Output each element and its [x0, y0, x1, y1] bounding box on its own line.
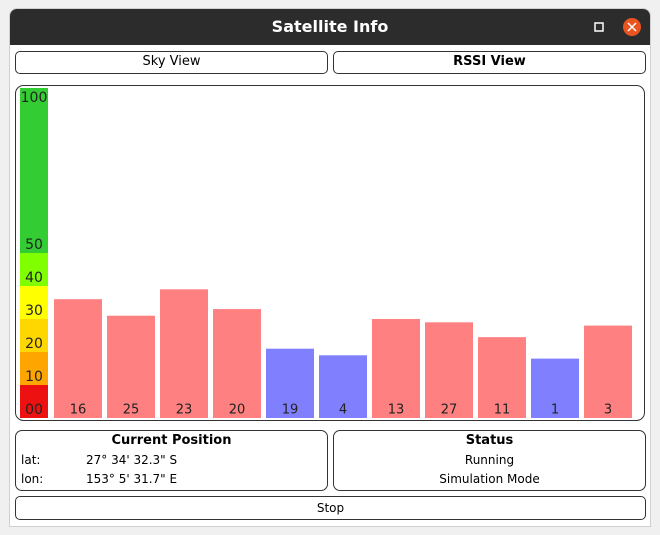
scale-band [20, 319, 48, 352]
scale-band [20, 253, 48, 286]
lon-label: lon: [21, 472, 44, 486]
bar-label: 25 [123, 403, 140, 418]
y-tick-label: 100 [21, 90, 48, 106]
bar-label: 4 [339, 403, 347, 418]
y-tick-label: 00 [25, 402, 43, 418]
bar [107, 315, 155, 418]
maximize[interactable] [594, 22, 604, 32]
bar-label: 19 [282, 403, 299, 418]
bar-label: 3 [604, 403, 612, 418]
scale-band [20, 88, 48, 253]
status-panel: Status Running Simulation Mode [333, 430, 646, 491]
bar [425, 322, 473, 418]
bar-label: 27 [441, 403, 458, 418]
status-title: Status [465, 433, 514, 448]
status-line: Simulation Mode [439, 472, 540, 486]
scale-band [20, 286, 48, 319]
bar [160, 289, 208, 418]
position-panel: Current Position lat: 27° 34' 32.3" S lo… [15, 430, 328, 491]
y-tick-label: 30 [25, 303, 43, 319]
bar [54, 299, 102, 418]
lon-value: 153° 5' 31.7" E [86, 472, 178, 486]
rssi-view-tab[interactable]: RSSI View [333, 51, 646, 74]
bar [478, 337, 526, 418]
bar [266, 348, 314, 418]
scale-band [20, 385, 48, 418]
y-tick-label: 40 [25, 270, 43, 286]
window-controls [594, 18, 641, 36]
lat-label: lat: [21, 453, 41, 467]
bar [531, 358, 579, 418]
bar-label: 13 [388, 403, 405, 418]
bar [319, 355, 367, 418]
sky-view-tab[interactable]: Sky View [15, 51, 328, 74]
bar [372, 319, 420, 418]
y-tick-label: 20 [25, 336, 43, 352]
y-tick-label: 50 [25, 237, 43, 253]
bar [213, 309, 261, 418]
bar [584, 325, 632, 418]
lat-value: 27° 34' 32.3" S [86, 453, 178, 467]
bar-label: 11 [494, 403, 511, 418]
bar-label: 1 [551, 403, 559, 418]
position-title: Current Position [111, 433, 232, 448]
title-bar: Satellite Info [10, 9, 650, 45]
bar-label: 20 [229, 403, 246, 418]
status-line: Running [464, 453, 515, 467]
bar-label: 23 [176, 403, 193, 418]
stop-button[interactable]: Stop [15, 496, 646, 520]
scale-band [20, 352, 48, 385]
bar-label: 16 [70, 403, 87, 418]
window-title: Satellite Info [271, 17, 389, 36]
y-tick-label: 10 [25, 369, 43, 385]
